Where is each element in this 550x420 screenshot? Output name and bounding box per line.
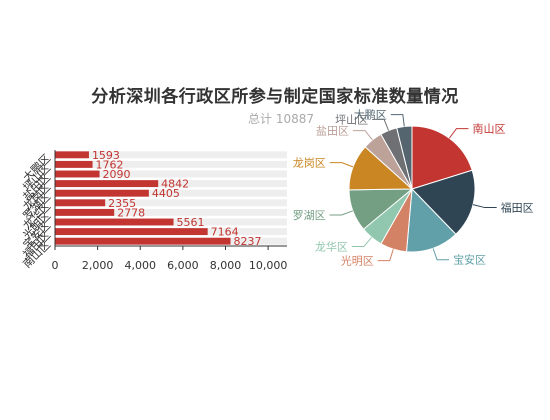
bar-background — [55, 170, 287, 178]
pie-slice-label: 罗湖区 — [293, 209, 326, 222]
pie-slice-1[interactable] — [411, 169, 476, 235]
bar-7[interactable] — [55, 170, 100, 178]
bar-background — [55, 208, 287, 216]
bar-background — [55, 189, 287, 197]
bar-background — [55, 160, 287, 168]
x-tick-label: 2,000 — [82, 259, 114, 272]
pie-slice-label: 龙岗区 — [293, 157, 326, 170]
bar-5[interactable] — [55, 189, 149, 197]
pie-slice-label: 盐田区 — [316, 125, 349, 138]
pie-leader-line — [390, 114, 405, 127]
pie-slice-label: 光明区 — [341, 254, 374, 268]
bar-value-label: 4405 — [152, 187, 180, 200]
total-label: 总计 10887 — [248, 112, 314, 126]
pie-leader-line — [448, 128, 469, 139]
bar-value-label: 8237 — [234, 235, 262, 248]
bar-2[interactable] — [55, 218, 174, 226]
bar-1[interactable] — [55, 228, 208, 236]
pie-slice-label: 宝安区 — [453, 253, 486, 267]
bar-4[interactable] — [55, 199, 106, 207]
bar-value-label: 7164 — [211, 226, 239, 239]
bar-8[interactable] — [55, 160, 93, 168]
x-tick-label: 10,000 — [249, 259, 288, 272]
pie-slice-label: 大鹏区 — [354, 108, 387, 122]
bar-value-label: 4842 — [161, 178, 189, 191]
pie-leader-line — [472, 204, 497, 209]
bar-value-label: 2778 — [117, 206, 145, 219]
chart-title: 分析深圳各行政区所参与制定国家标准数量情况 — [91, 87, 459, 107]
x-tick-label: 4,000 — [124, 259, 156, 272]
pie-slice-label: 龙华区 — [315, 240, 348, 254]
pie-slice-0[interactable] — [411, 125, 473, 190]
bar-value-label: 5561 — [177, 216, 205, 229]
bar-9[interactable] — [55, 151, 89, 159]
bar-background — [55, 151, 287, 159]
x-tick-label: 6,000 — [167, 259, 199, 272]
pie-slice-label: 南山区 — [472, 123, 505, 136]
x-tick-label: 8,000 — [210, 259, 242, 272]
bar-background — [55, 180, 287, 188]
pie-leader-line — [377, 249, 394, 262]
bar-value-label: 1762 — [96, 158, 124, 171]
pie-leader-line — [329, 162, 354, 168]
pie-leader-line — [351, 236, 372, 248]
bar-value-label: 2355 — [108, 197, 136, 210]
bar-3[interactable] — [55, 208, 115, 216]
bar-value-label: 1593 — [92, 149, 120, 162]
pie-leader-line — [352, 130, 373, 141]
x-tick-label: 0 — [52, 259, 59, 272]
pie-leader-line — [432, 248, 450, 261]
pie-slice-label: 福田区 — [501, 201, 534, 215]
bar-background — [55, 199, 287, 207]
pie-slice-2[interactable] — [405, 187, 457, 253]
bar-value-label: 2090 — [103, 168, 131, 181]
pie-leader-line — [372, 118, 390, 131]
pie-slice-label: 坪山区 — [335, 113, 368, 126]
bar-0[interactable] — [55, 237, 231, 245]
bar-6[interactable] — [55, 180, 159, 188]
pie-leader-line — [329, 210, 354, 216]
